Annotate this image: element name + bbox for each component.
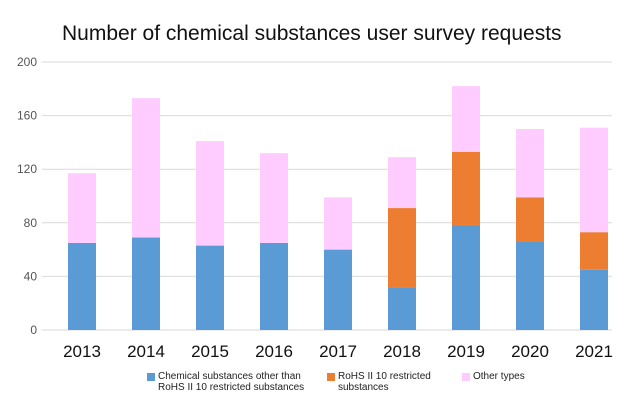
- bar-2018-series-1: [388, 287, 416, 330]
- legend-label-1-line-2: RoHS II 10 restricted substances: [158, 382, 304, 393]
- y-tick-label-200: 200: [17, 55, 37, 69]
- bars-layer: [68, 86, 608, 330]
- legend-label-3-line-1: Other types: [473, 371, 525, 382]
- bar-2019-series-1: [452, 225, 480, 330]
- bar-2019-series-3: [452, 86, 480, 152]
- x-axis-ticks: 2013 2014 2015 2016 2017 2018 2019 2020 2021: [63, 342, 613, 361]
- bar-2016-series-3: [260, 153, 288, 243]
- bar-2017-series-1: [324, 249, 352, 330]
- y-tick-label-160: 160: [17, 109, 37, 123]
- legend-swatch-3: [462, 373, 470, 381]
- y-tick-label-120: 120: [17, 162, 37, 176]
- y-tick-label-40: 40: [24, 269, 38, 283]
- x-tick-label-2016: 2016: [255, 342, 293, 361]
- x-tick-label-2015: 2015: [191, 342, 229, 361]
- bar-2018-series-3: [388, 157, 416, 209]
- bar-2021-series-2: [580, 232, 608, 270]
- x-tick-label-2014: 2014: [127, 342, 165, 361]
- y-tick-label-80: 80: [24, 216, 38, 230]
- bar-2020-series-2: [516, 197, 544, 242]
- bar-2019-series-2: [452, 151, 480, 226]
- bar-2014-series-3: [132, 98, 160, 238]
- bar-2021-series-3: [580, 127, 608, 233]
- bar-2020-series-1: [516, 241, 544, 330]
- legend-swatch-2: [327, 373, 335, 381]
- bar-2018-series-2: [388, 208, 416, 288]
- bar-2014-series-1: [132, 237, 160, 330]
- legend-label-2-line-2: substances: [338, 382, 389, 393]
- bar-2013-series-3: [68, 173, 96, 243]
- x-tick-label-2019: 2019: [447, 342, 485, 361]
- x-tick-label-2020: 2020: [511, 342, 549, 361]
- bar-2020-series-3: [516, 129, 544, 198]
- legend-label-1-line-1: Chemical substances other than: [158, 371, 301, 382]
- bar-2015-series-1: [196, 245, 224, 330]
- x-tick-label-2018: 2018: [383, 342, 421, 361]
- legend-label-2-line-1: RoHS II 10 restricted: [338, 371, 431, 382]
- y-tick-label-0: 0: [30, 323, 37, 337]
- bar-2016-series-1: [260, 242, 288, 330]
- bar-2021-series-1: [580, 269, 608, 330]
- legend-swatch-1: [147, 373, 155, 381]
- chart-title: Number of chemical substances user surve…: [62, 22, 562, 45]
- bar-2015-series-3: [196, 141, 224, 246]
- bar-2017-series-3: [324, 197, 352, 250]
- bar-2013-series-1: [68, 242, 96, 330]
- x-tick-label-2021: 2021: [575, 342, 613, 361]
- x-tick-label-2017: 2017: [319, 342, 357, 361]
- x-tick-label-2013: 2013: [63, 342, 101, 361]
